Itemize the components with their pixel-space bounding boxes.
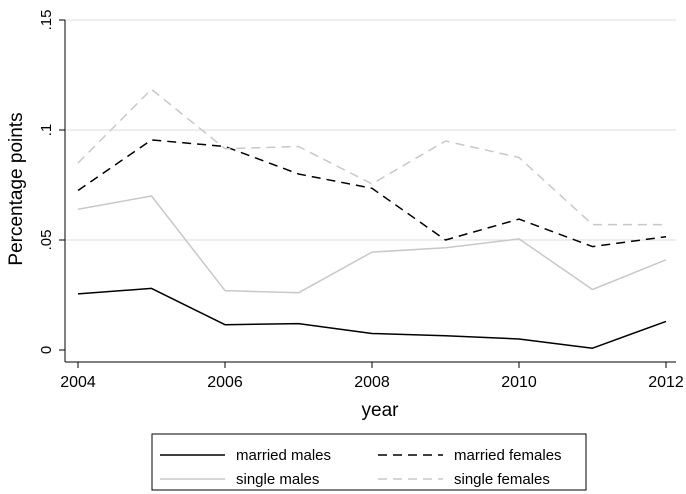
series-line	[77, 195, 667, 294]
axis-ticks: 0 .05 .1 .15 2004 2006 2008 2010 2012	[38, 10, 684, 391]
y-tick-label: .1	[38, 124, 55, 137]
y-tick-label: .15	[38, 10, 55, 31]
x-tick-label: 2008	[354, 374, 390, 391]
x-axis-label: year	[362, 400, 400, 421]
legend-label: married males	[236, 447, 331, 464]
x-tick-label: 2012	[648, 374, 684, 391]
y-tick-label: .05	[38, 230, 55, 251]
legend-label: single females	[454, 471, 550, 488]
legend-box	[151, 433, 587, 491]
y-axis-label: Percentage points	[6, 112, 27, 265]
axes	[64, 20, 676, 363]
legend: married males married females single males…	[151, 433, 587, 491]
series-line	[77, 287, 667, 349]
legend-label: married females	[454, 447, 562, 464]
x-tick-label: 2010	[501, 374, 537, 391]
series-line	[77, 139, 667, 248]
x-tick-label: 2006	[207, 374, 243, 391]
series-lines	[77, 88, 667, 349]
x-tick-label: 2004	[60, 374, 96, 391]
series-line	[77, 88, 666, 226]
y-tick-label: 0	[38, 346, 55, 354]
gridlines	[65, 19, 676, 241]
legend-label: single males	[236, 471, 319, 488]
